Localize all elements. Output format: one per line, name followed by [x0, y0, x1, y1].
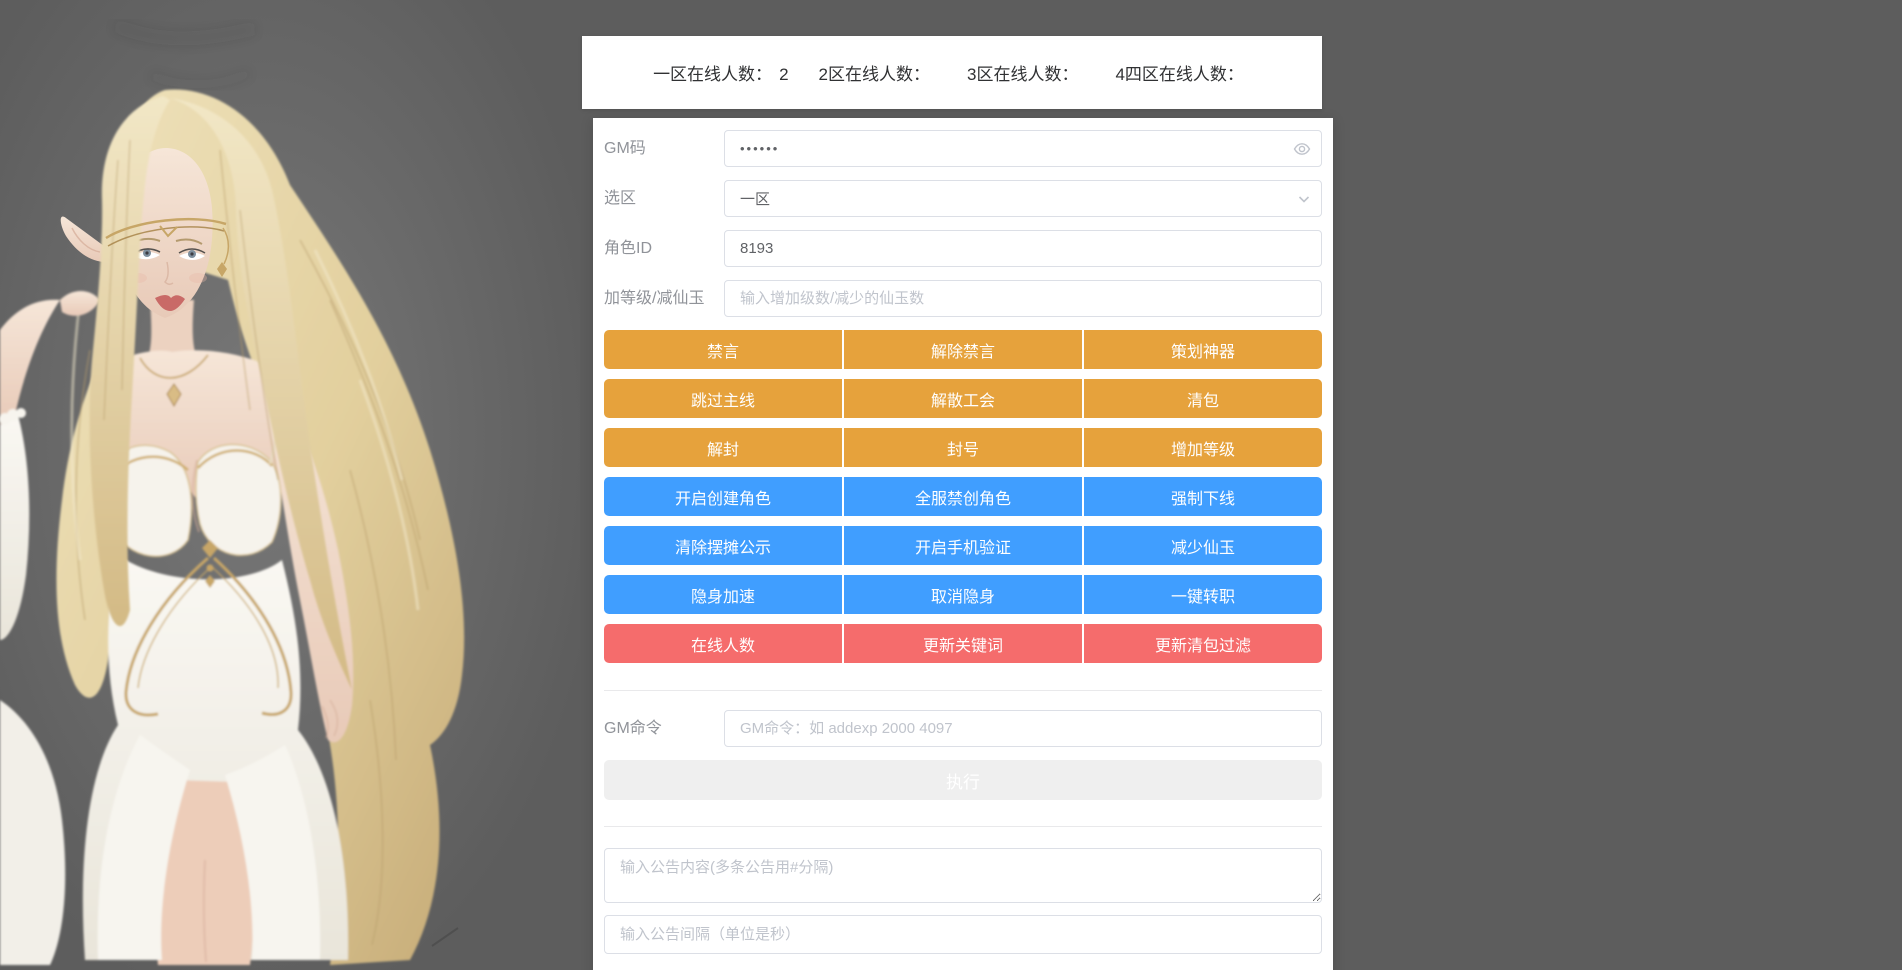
zone-label: 选区	[604, 190, 637, 207]
gm-action-button[interactable]: 清包	[1084, 379, 1322, 418]
notice-interval-input[interactable]	[604, 915, 1322, 954]
background-smudge	[112, 18, 257, 90]
gm-action-button[interactable]: 封号	[844, 428, 1082, 467]
gm-action-button[interactable]: 减少仙玉	[1084, 526, 1322, 565]
gm-code-label: GM码	[604, 140, 646, 157]
button-row: 隐身加速 取消隐身 一键转职	[604, 575, 1322, 614]
execute-button[interactable]: 执行	[604, 760, 1322, 800]
gm-command-label: GM命令	[604, 720, 662, 737]
gm-action-button[interactable]: 隐身加速	[604, 575, 842, 614]
online-count-label: 3区在线人数：	[967, 65, 1079, 84]
level-jade-label: 加等级/减仙玉	[604, 290, 705, 307]
gm-action-button[interactable]: 策划神器	[1084, 330, 1322, 369]
gm-action-button[interactable]: 一键转职	[1084, 575, 1322, 614]
button-row: 开启创建角色 全服禁创角色 强制下线	[604, 477, 1322, 516]
notice-content-textarea[interactable]	[604, 848, 1322, 903]
gm-action-button[interactable]: 强制下线	[1084, 477, 1322, 516]
gm-action-button[interactable]: 解除禁言	[844, 330, 1082, 369]
level-jade-row: 加等级/减仙玉	[604, 280, 1322, 317]
role-id-input[interactable]	[724, 230, 1322, 267]
elf-character-art	[0, 0, 580, 970]
zone-select-wrap: 一区	[724, 180, 1322, 217]
circlet	[105, 217, 230, 277]
gm-action-button[interactable]: 清除摆摊公示	[604, 526, 842, 565]
online-count-label: 2区在线人数：	[818, 65, 930, 84]
level-jade-input-wrap	[724, 280, 1322, 317]
button-row: 解封 封号 增加等级	[604, 428, 1322, 467]
role-id-row: 角色ID	[604, 230, 1322, 267]
online-count-item: 3区在线人数：	[967, 60, 1085, 85]
gm-action-button[interactable]: 解散工会	[844, 379, 1082, 418]
gm-panel: GM码 选区 一区	[593, 118, 1333, 970]
eye-icon[interactable]	[1293, 140, 1311, 158]
action-button-groups: 禁言 解除禁言 策划神器 跳过主线 解散工会 清包 解封 封号 增加等级 开启创建角色 全服禁创角色…	[604, 330, 1322, 663]
gm-action-button[interactable]: 跳过主线	[604, 379, 842, 418]
button-row: 清除摆摊公示 开启手机验证 减少仙玉	[604, 526, 1322, 565]
gm-action-button[interactable]: 开启创建角色	[604, 477, 842, 516]
divider	[604, 690, 1322, 691]
online-count-item: 一区在线人数： 2	[653, 60, 788, 85]
gm-code-input[interactable]	[724, 130, 1322, 167]
gm-action-button[interactable]: 禁言	[604, 330, 842, 369]
online-count-value: 2	[779, 65, 789, 84]
zone-row: 选区 一区	[604, 180, 1322, 217]
gm-command-input[interactable]	[724, 710, 1322, 747]
level-jade-input[interactable]	[724, 280, 1322, 317]
gm-action-button[interactable]: 更新清包过滤	[1084, 624, 1322, 663]
button-row: 在线人数 更新关键词 更新清包过滤	[604, 624, 1322, 663]
gm-action-button[interactable]: 取消隐身	[844, 575, 1082, 614]
online-count-item: 2区在线人数：	[819, 60, 937, 85]
role-id-label: 角色ID	[604, 240, 653, 257]
chevron-down-icon	[1297, 192, 1311, 206]
divider	[604, 826, 1322, 827]
role-id-input-wrap	[724, 230, 1322, 267]
zone-selected-value: 一区	[740, 191, 771, 208]
gm-code-row: GM码	[604, 130, 1322, 167]
gm-command-row: GM命令	[604, 710, 1322, 747]
online-count-label: 一区在线人数：	[653, 65, 773, 84]
gm-action-button[interactable]: 增加等级	[1084, 428, 1322, 467]
online-count-label: 4四区在线人数：	[1115, 65, 1244, 84]
gm-action-button[interactable]: 开启手机验证	[844, 526, 1082, 565]
online-count-item: 4四区在线人数：	[1115, 60, 1250, 85]
online-count-bar: 一区在线人数： 2 2区在线人数： 3区在线人数： 4四区在线人数：	[582, 36, 1322, 109]
gm-action-button[interactable]: 解封	[604, 428, 842, 467]
button-row: 跳过主线 解散工会 清包	[604, 379, 1322, 418]
zone-select[interactable]: 一区	[724, 180, 1322, 217]
button-row: 禁言 解除禁言 策划神器	[604, 330, 1322, 369]
gm-action-button[interactable]: 全服禁创角色	[844, 477, 1082, 516]
gm-command-input-wrap	[724, 710, 1322, 747]
gm-code-input-wrap	[724, 130, 1322, 167]
gm-action-button[interactable]: 更新关键词	[844, 624, 1082, 663]
scratch-mark	[431, 927, 459, 947]
gm-action-button[interactable]: 在线人数	[604, 624, 842, 663]
